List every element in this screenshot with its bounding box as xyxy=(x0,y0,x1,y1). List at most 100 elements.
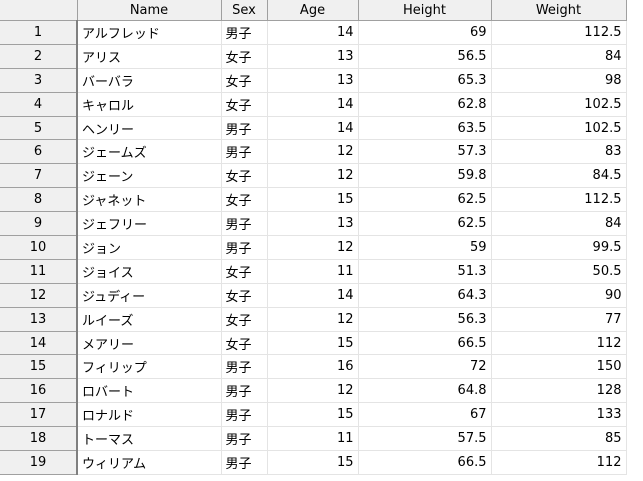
cell-name[interactable]: アリス xyxy=(77,44,222,69)
table-row[interactable]: 12 ジュディー 女子 14 64.3 90 xyxy=(0,283,627,308)
cell-weight[interactable]: 112.5 xyxy=(491,187,627,213)
table-row[interactable]: 19 ウィリアム 男子 15 66.5 112 xyxy=(0,450,627,475)
cell-sex[interactable]: 女子 xyxy=(221,163,268,189)
cell-height[interactable]: 56.3 xyxy=(358,307,492,332)
cell-weight[interactable]: 83 xyxy=(491,139,627,165)
cell-height[interactable]: 62.8 xyxy=(358,92,492,117)
cell-sex[interactable]: 男子 xyxy=(221,426,268,452)
cell-sex[interactable]: 男子 xyxy=(221,139,268,165)
cell-name[interactable]: アルフレッド xyxy=(77,20,222,45)
row-header[interactable]: 9 xyxy=(0,211,78,237)
cell-age[interactable]: 11 xyxy=(267,426,359,452)
cell-sex[interactable]: 男子 xyxy=(221,116,268,141)
cell-age[interactable]: 15 xyxy=(267,187,359,213)
cell-age[interactable]: 13 xyxy=(267,211,359,237)
column-header-weight[interactable]: Weight xyxy=(491,0,627,21)
cell-weight[interactable]: 112 xyxy=(491,331,627,356)
row-header[interactable]: 17 xyxy=(0,402,78,428)
cell-weight[interactable]: 84.5 xyxy=(491,163,627,189)
cell-sex[interactable]: 男子 xyxy=(221,211,268,237)
cell-age[interactable]: 13 xyxy=(267,44,359,69)
cell-height[interactable]: 56.5 xyxy=(358,44,492,69)
cell-weight[interactable]: 128 xyxy=(491,378,627,404)
cell-age[interactable]: 15 xyxy=(267,331,359,356)
cell-name[interactable]: ウィリアム xyxy=(77,450,222,475)
cell-height[interactable]: 59.8 xyxy=(358,163,492,189)
row-header[interactable]: 7 xyxy=(0,163,78,189)
cell-name[interactable]: ルイーズ xyxy=(77,307,222,332)
cell-age[interactable]: 15 xyxy=(267,450,359,475)
cell-weight[interactable]: 98 xyxy=(491,68,627,93)
table-row[interactable]: 9 ジェフリー 男子 13 62.5 84 xyxy=(0,211,627,237)
cell-sex[interactable]: 女子 xyxy=(221,92,268,117)
cell-weight[interactable]: 112.5 xyxy=(491,20,627,45)
table-row[interactable]: 15 フィリップ 男子 16 72 150 xyxy=(0,354,627,380)
row-header[interactable]: 16 xyxy=(0,378,78,404)
cell-name[interactable]: ロナルド xyxy=(77,402,222,428)
cell-height[interactable]: 59 xyxy=(358,235,492,260)
cell-height[interactable]: 66.5 xyxy=(358,331,492,356)
cell-weight[interactable]: 90 xyxy=(491,283,627,308)
cell-sex[interactable]: 女子 xyxy=(221,307,268,332)
cell-weight[interactable]: 112 xyxy=(491,450,627,475)
cell-height[interactable]: 57.3 xyxy=(358,139,492,165)
cell-height[interactable]: 63.5 xyxy=(358,116,492,141)
cell-name[interactable]: ジェフリー xyxy=(77,211,222,237)
cell-age[interactable]: 12 xyxy=(267,378,359,404)
cell-weight[interactable]: 85 xyxy=(491,426,627,452)
cell-name[interactable]: フィリップ xyxy=(77,354,222,380)
cell-height[interactable]: 66.5 xyxy=(358,450,492,475)
row-header[interactable]: 19 xyxy=(0,450,78,475)
cell-weight[interactable]: 102.5 xyxy=(491,92,627,117)
cell-sex[interactable]: 男子 xyxy=(221,354,268,380)
row-header[interactable]: 2 xyxy=(0,44,78,69)
cell-sex[interactable]: 女子 xyxy=(221,68,268,93)
cell-age[interactable]: 14 xyxy=(267,116,359,141)
cell-weight[interactable]: 150 xyxy=(491,354,627,380)
cell-name[interactable]: ジュディー xyxy=(77,283,222,308)
cell-age[interactable]: 11 xyxy=(267,259,359,284)
cell-name[interactable]: ヘンリー xyxy=(77,116,222,141)
table-row[interactable]: 18 トーマス 男子 11 57.5 85 xyxy=(0,426,627,452)
row-header[interactable]: 6 xyxy=(0,139,78,165)
cell-age[interactable]: 12 xyxy=(267,307,359,332)
table-row[interactable]: 6 ジェームズ 男子 12 57.3 83 xyxy=(0,139,627,165)
table-row[interactable]: 14 メアリー 女子 15 66.5 112 xyxy=(0,331,627,356)
cell-age[interactable]: 14 xyxy=(267,20,359,45)
table-row[interactable]: 7 ジェーン 女子 12 59.8 84.5 xyxy=(0,163,627,189)
cell-age[interactable]: 12 xyxy=(267,139,359,165)
row-header[interactable]: 4 xyxy=(0,92,78,117)
row-header[interactable]: 11 xyxy=(0,259,78,284)
cell-sex[interactable]: 女子 xyxy=(221,259,268,284)
cell-name[interactable]: ジョン xyxy=(77,235,222,260)
cell-name[interactable]: バーバラ xyxy=(77,68,222,93)
cell-sex[interactable]: 男子 xyxy=(221,378,268,404)
cell-height[interactable]: 65.3 xyxy=(358,68,492,93)
column-header-row-number[interactable] xyxy=(0,0,78,21)
cell-name[interactable]: ジャネット xyxy=(77,187,222,213)
cell-weight[interactable]: 84 xyxy=(491,44,627,69)
cell-sex[interactable]: 男子 xyxy=(221,235,268,260)
cell-height[interactable]: 51.3 xyxy=(358,259,492,284)
cell-age[interactable]: 12 xyxy=(267,163,359,189)
cell-height[interactable]: 69 xyxy=(358,20,492,45)
table-row[interactable]: 1 アルフレッド 男子 14 69 112.5 xyxy=(0,20,627,45)
cell-weight[interactable]: 77 xyxy=(491,307,627,332)
cell-age[interactable]: 12 xyxy=(267,235,359,260)
table-row[interactable]: 8 ジャネット 女子 15 62.5 112.5 xyxy=(0,187,627,213)
cell-age[interactable]: 16 xyxy=(267,354,359,380)
table-row[interactable]: 13 ルイーズ 女子 12 56.3 77 xyxy=(0,307,627,332)
cell-sex[interactable]: 女子 xyxy=(221,44,268,69)
row-header[interactable]: 15 xyxy=(0,354,78,380)
cell-name[interactable]: キャロル xyxy=(77,92,222,117)
cell-sex[interactable]: 男子 xyxy=(221,20,268,45)
table-row[interactable]: 3 バーバラ 女子 13 65.3 98 xyxy=(0,68,627,93)
row-header[interactable]: 5 xyxy=(0,116,78,141)
cell-sex[interactable]: 女子 xyxy=(221,331,268,356)
row-header[interactable]: 1 xyxy=(0,20,78,45)
column-header-age[interactable]: Age xyxy=(267,0,359,21)
table-row[interactable]: 11 ジョイス 女子 11 51.3 50.5 xyxy=(0,259,627,284)
table-row[interactable]: 2 アリス 女子 13 56.5 84 xyxy=(0,44,627,69)
cell-height[interactable]: 64.3 xyxy=(358,283,492,308)
table-row[interactable]: 17 ロナルド 男子 15 67 133 xyxy=(0,402,627,428)
